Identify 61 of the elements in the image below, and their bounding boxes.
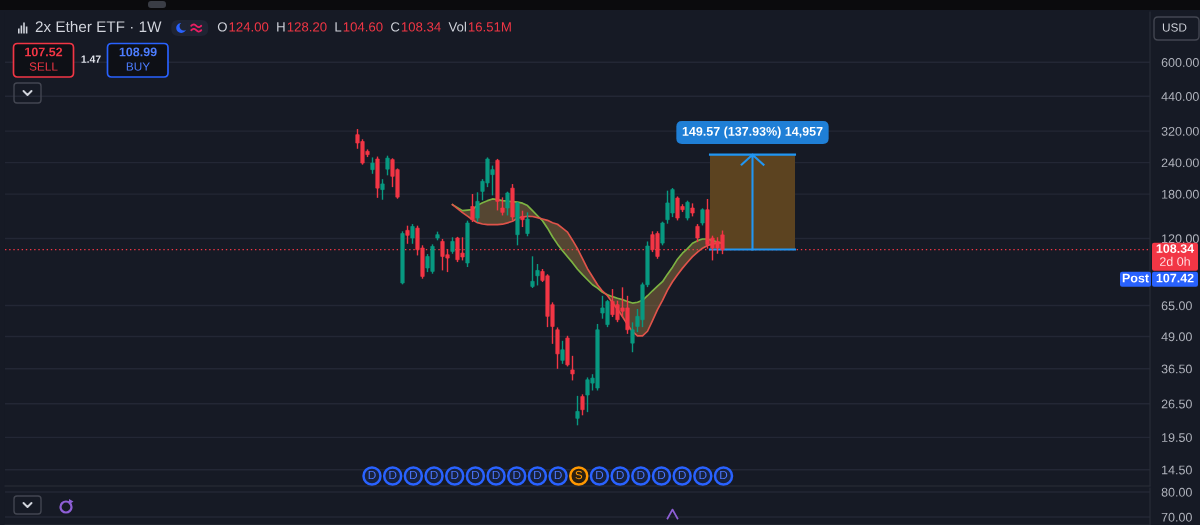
annotation: D	[513, 470, 521, 480]
text: O124.00 H128.20 L104.60 C108.34 Vol16.51M	[217, 21, 511, 32]
annotation: D	[472, 470, 480, 480]
annotation: 108.99	[119, 47, 157, 57]
candlestick	[580, 394, 585, 416]
candlestick	[685, 200, 690, 221]
annotation: D	[699, 470, 707, 480]
ref-line-label: 108.34	[1156, 244, 1195, 254]
y-tick-label: 26.50	[1161, 399, 1192, 409]
annotation: D	[678, 470, 686, 480]
annotation: S	[575, 470, 583, 480]
annotation: D	[637, 470, 645, 480]
candlestick	[410, 224, 415, 244]
annotation: D	[430, 470, 438, 480]
candlestick	[475, 192, 480, 223]
candlestick	[525, 212, 530, 237]
y-tick-label: 180.00	[1162, 189, 1199, 199]
y-tick-label: 320.00	[1161, 126, 1199, 136]
chart-title: 2x Ether ETF · 1W	[35, 20, 162, 33]
annotation: D	[492, 470, 500, 480]
y-tick-label: 49.00	[1161, 332, 1192, 342]
annotation: D	[720, 470, 728, 480]
annotation: Post	[1122, 273, 1149, 283]
annotation: D	[658, 470, 666, 480]
candlestick	[535, 264, 540, 286]
y-tick-label: 600.00	[1161, 58, 1199, 67]
annotation: D	[596, 470, 604, 480]
annotation: D	[554, 470, 562, 480]
text: USD	[1162, 23, 1187, 32]
y-tick-label: 440.00	[1161, 92, 1199, 101]
annotation: D	[410, 470, 418, 480]
annotation: BUY	[126, 62, 150, 71]
annotation: 107.52	[25, 47, 63, 57]
y-tick-label: 36.50	[1161, 364, 1192, 374]
text: 2d 0h	[1159, 256, 1190, 266]
candlestick	[530, 256, 535, 288]
candlestick	[660, 221, 665, 246]
candlestick	[560, 340, 565, 364]
annotation: D	[616, 470, 624, 480]
annotation: D	[534, 470, 542, 480]
candlestick	[505, 191, 510, 216]
candlestick	[380, 179, 385, 200]
y-tick-label: 80.00	[1161, 487, 1192, 497]
y-tick-label: 120.00	[1162, 234, 1199, 244]
y-tick-label: 19.50	[1162, 433, 1192, 442]
annotation: D	[389, 470, 397, 480]
y-tick-label: 65.00	[1161, 301, 1192, 311]
band-label: 149.57 (137.93%) 14,957	[682, 126, 823, 139]
annotation: SELL	[29, 62, 58, 71]
candlestick	[575, 395, 580, 426]
annotation: 1.47	[81, 55, 101, 63]
candlestick	[630, 322, 635, 353]
y-tick-label: 14.50	[1162, 465, 1192, 475]
candlestick	[385, 155, 390, 176]
y-tick-label: 240.00	[1161, 158, 1199, 168]
candlestick	[470, 193, 475, 223]
y-tick-label: 70.00	[1161, 512, 1192, 522]
candlestick	[570, 355, 575, 381]
text: 107.42	[1156, 273, 1194, 283]
annotation: D	[451, 470, 459, 480]
annotation: D	[368, 470, 376, 480]
